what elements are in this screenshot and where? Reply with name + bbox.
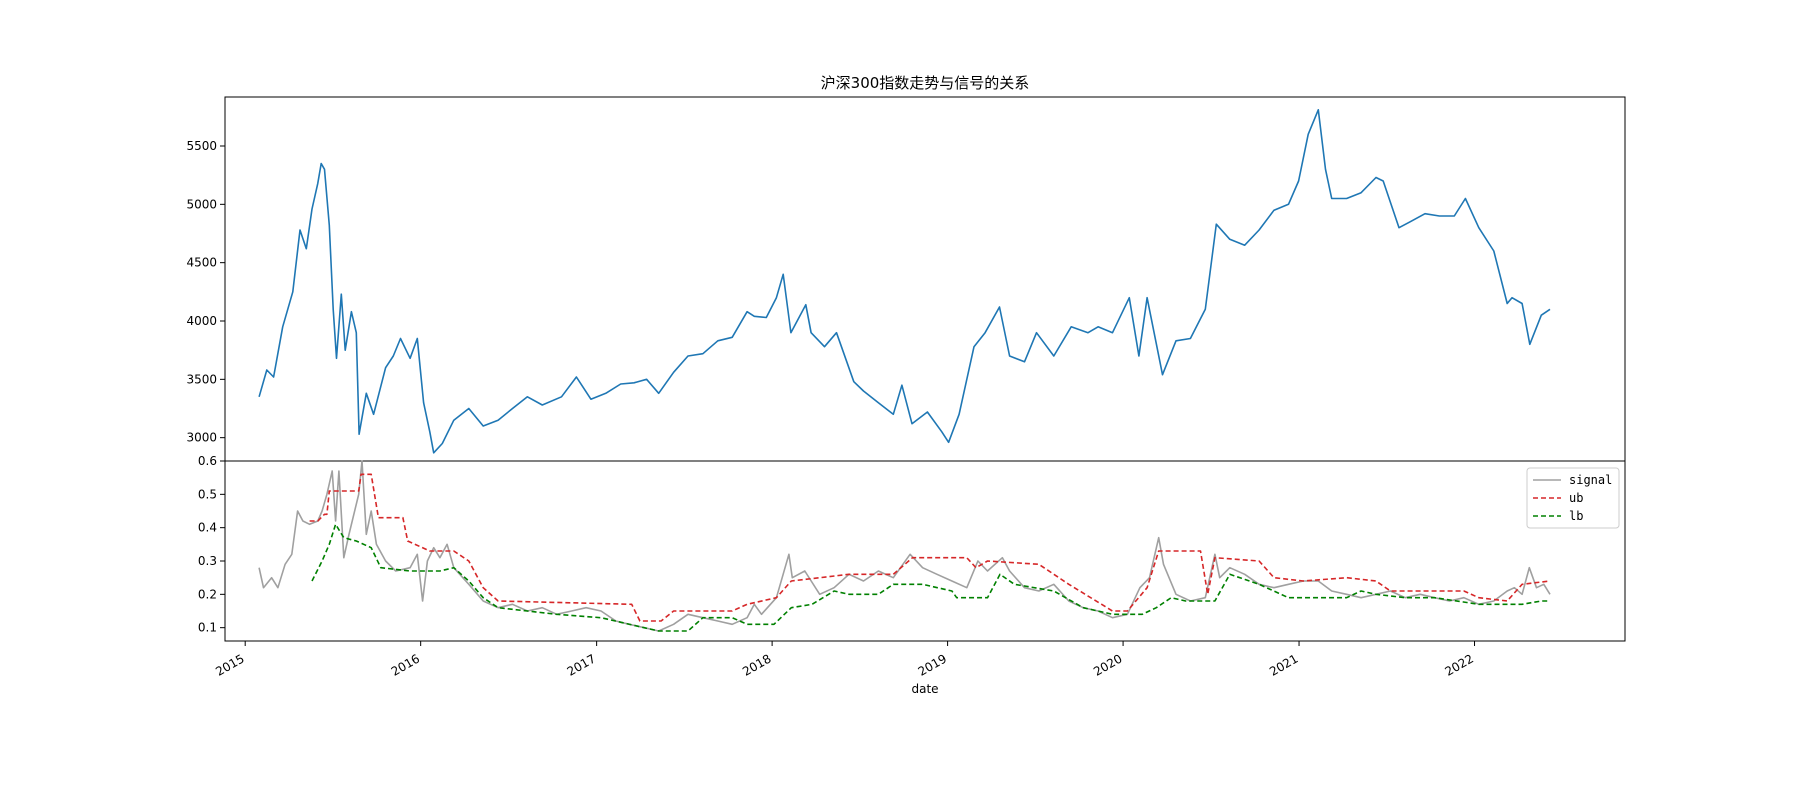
y-tick-label: 0.3	[198, 554, 217, 568]
legend-label-ub: ub	[1569, 491, 1583, 505]
y-tick-label: 0.5	[198, 487, 217, 501]
x-axis-label: date	[911, 682, 938, 696]
y-tick-label: 0.1	[198, 621, 217, 635]
legend-label-lb: lb	[1569, 509, 1583, 523]
top-y-axis: 3000 3500 4000 4500 5000 5500	[186, 139, 225, 445]
y-tick-label: 5500	[186, 139, 217, 153]
y-tick-label: 0.2	[198, 587, 217, 601]
top-series-layer	[258, 109, 1551, 454]
series-line-series-0	[258, 109, 1551, 454]
bottom-series-layer	[258, 460, 1551, 632]
y-tick-label: 0.4	[198, 521, 217, 535]
series-line-ub	[309, 473, 1551, 622]
y-tick-label: 4000	[186, 314, 217, 328]
bottom-y-axis: 0.1 0.2 0.3 0.4 0.5 0.6	[198, 454, 225, 635]
bottom-axes-frame	[224, 460, 1626, 642]
y-tick-label: 3000	[186, 431, 217, 445]
legend-box	[1526, 467, 1620, 529]
chart-title: 沪深300指数走势与信号的关系	[821, 74, 1030, 92]
y-tick-label: 3500	[186, 372, 217, 386]
series-line-lb	[311, 523, 1550, 632]
y-tick-label: 0.6	[198, 454, 217, 468]
y-tick-label: 5000	[186, 197, 217, 211]
y-tick-label: 4500	[186, 256, 217, 270]
legend: signal ub lb	[1526, 467, 1620, 529]
series-line-signal	[258, 460, 1551, 632]
legend-label-signal: signal	[1569, 473, 1612, 487]
